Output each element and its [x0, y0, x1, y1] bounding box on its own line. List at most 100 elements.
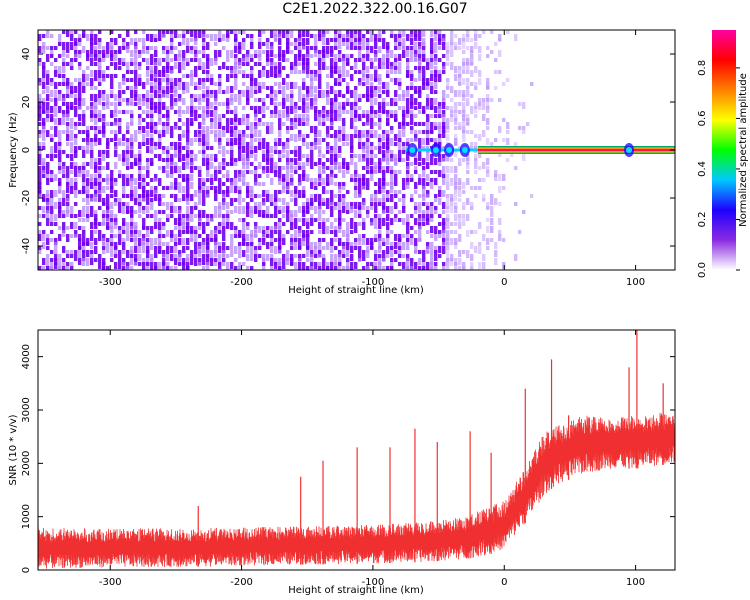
heatmap-cell [162, 222, 166, 226]
heatmap-cell [378, 218, 382, 222]
heatmap-cell [98, 30, 102, 34]
heatmap-cell [330, 70, 334, 74]
heatmap-cell [330, 46, 334, 53]
heatmap-cell [150, 86, 154, 93]
heatmap-cell [102, 130, 106, 137]
heatmap-cell [374, 90, 378, 97]
heatmap-cell [118, 258, 122, 262]
heatmap-cell [214, 122, 218, 129]
heatmap-cell [74, 58, 78, 62]
heatmap-cell [106, 194, 110, 198]
heatmap-cell [438, 246, 442, 253]
heatmap-cell [430, 122, 434, 126]
heatmap-cell [214, 242, 218, 246]
heatmap-cell [46, 266, 50, 270]
heatmap-cell [330, 258, 334, 262]
heatmap-cell [62, 74, 66, 78]
heatmap-cell [418, 230, 422, 234]
heatmap-cell [478, 98, 482, 102]
heatmap-cell [274, 238, 278, 242]
heatmap-cell [374, 218, 378, 222]
y-tick-label: 1000 [21, 504, 32, 529]
heatmap-cell [442, 122, 446, 129]
heatmap-cell [282, 54, 286, 58]
heatmap-cell [242, 198, 246, 202]
heatmap-cell [282, 178, 286, 182]
heatmap-cell [302, 58, 306, 65]
heatmap-cell [502, 82, 506, 86]
heatmap-cell [194, 54, 198, 61]
heatmap-cell [318, 66, 322, 70]
heatmap-cell [362, 218, 366, 222]
heatmap-cell [74, 78, 78, 82]
heatmap-cell [222, 162, 226, 169]
heatmap-cell [50, 114, 54, 121]
heatmap-cell [462, 190, 466, 194]
heatmap-cell [90, 146, 94, 150]
heatmap-cell [58, 166, 62, 170]
heatmap-cell [302, 102, 306, 106]
heatmap-cell [202, 186, 206, 190]
heatmap-cell [138, 66, 142, 70]
heatmap-cell [186, 42, 190, 46]
heatmap-cell [98, 82, 102, 86]
heatmap-cell [270, 114, 274, 118]
heatmap-cell [386, 222, 390, 226]
heatmap-cell [154, 66, 158, 70]
heatmap-cell [46, 46, 50, 50]
heatmap-cell [410, 46, 414, 50]
heatmap-cell [206, 130, 210, 134]
heatmap-cell [334, 78, 338, 85]
heatmap-cell [102, 166, 106, 170]
heatmap-cell [186, 222, 190, 229]
heatmap-cell [90, 34, 94, 41]
heatmap-cell [246, 94, 250, 101]
heatmap-cell [82, 46, 86, 53]
heatmap-cell [406, 178, 410, 185]
heatmap-cell [450, 50, 454, 57]
heatmap-cell [134, 154, 138, 158]
heatmap-cell [142, 234, 146, 241]
heatmap-cell [446, 246, 450, 250]
heatmap-cell [74, 42, 78, 46]
heatmap-cell [354, 30, 358, 34]
heatmap-cell [450, 42, 454, 46]
heatmap-cell [94, 222, 98, 229]
heatmap-cell [446, 134, 450, 141]
heatmap-cell [282, 258, 286, 262]
heatmap-cell [398, 242, 402, 246]
heatmap-cell [62, 66, 66, 73]
heatmap-cell [270, 242, 274, 246]
heatmap-cell [38, 130, 42, 134]
heatmap-cell [378, 222, 382, 229]
heatmap-cell [50, 154, 54, 161]
heatmap-cell [306, 234, 310, 238]
heatmap-cell [326, 98, 330, 105]
heatmap-cell [122, 154, 126, 161]
heatmap-cell [78, 50, 82, 54]
heatmap-cell [210, 250, 214, 254]
heatmap-cell [306, 122, 310, 126]
heatmap-cell [246, 154, 250, 161]
heatmap-cell [426, 218, 430, 225]
heatmap-cell [466, 230, 470, 237]
heatmap-cell [390, 230, 394, 234]
heatmap-cell [238, 98, 242, 105]
heatmap-cell [46, 206, 50, 213]
heatmap-cell [90, 174, 94, 181]
heatmap-cell [130, 138, 134, 142]
heatmap-cell [106, 122, 110, 126]
x-tick-label: -100 [362, 577, 385, 588]
heatmap-cell [194, 250, 198, 254]
heatmap-cell [434, 250, 438, 254]
heatmap-cell [174, 186, 178, 190]
heatmap-cell [354, 86, 358, 90]
heatmap-cell [346, 190, 350, 194]
heatmap-cell [202, 114, 206, 121]
heatmap-cell [458, 218, 462, 222]
heatmap-cell [258, 202, 262, 206]
heatmap-cell [442, 98, 446, 105]
heatmap-cell [310, 34, 314, 38]
heatmap-cell [506, 138, 510, 145]
heatmap-cell [498, 38, 502, 42]
